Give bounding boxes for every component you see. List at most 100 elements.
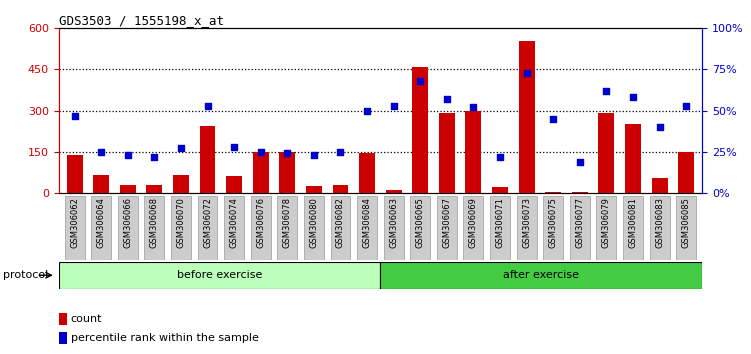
Point bbox=[95, 149, 107, 155]
Text: GSM306074: GSM306074 bbox=[230, 197, 239, 247]
Point bbox=[627, 95, 639, 100]
FancyBboxPatch shape bbox=[384, 196, 403, 259]
Text: GSM306073: GSM306073 bbox=[522, 197, 531, 248]
Text: protocol: protocol bbox=[3, 270, 48, 280]
Bar bbox=[253, 152, 269, 193]
Text: GSM306083: GSM306083 bbox=[655, 197, 664, 248]
Text: GSM306075: GSM306075 bbox=[549, 197, 558, 247]
FancyBboxPatch shape bbox=[304, 196, 324, 259]
Text: GSM306068: GSM306068 bbox=[149, 197, 158, 248]
Text: GSM306062: GSM306062 bbox=[70, 197, 79, 247]
Point bbox=[228, 144, 240, 150]
FancyBboxPatch shape bbox=[437, 196, 457, 259]
Point bbox=[415, 78, 427, 84]
FancyBboxPatch shape bbox=[543, 196, 563, 259]
Text: before exercise: before exercise bbox=[176, 270, 262, 280]
Bar bbox=[359, 153, 375, 193]
Bar bbox=[59, 332, 67, 344]
Text: percentile rank within the sample: percentile rank within the sample bbox=[71, 333, 258, 343]
FancyBboxPatch shape bbox=[463, 196, 484, 259]
Bar bbox=[333, 185, 348, 193]
Text: GSM306067: GSM306067 bbox=[442, 197, 451, 248]
Text: GSM306080: GSM306080 bbox=[309, 197, 318, 247]
Bar bbox=[67, 154, 83, 193]
Point bbox=[388, 103, 400, 109]
Point bbox=[574, 159, 586, 165]
Text: count: count bbox=[71, 314, 102, 324]
Bar bbox=[59, 262, 381, 289]
FancyBboxPatch shape bbox=[144, 196, 164, 259]
FancyBboxPatch shape bbox=[570, 196, 590, 259]
Bar bbox=[439, 113, 455, 193]
FancyBboxPatch shape bbox=[596, 196, 617, 259]
Point bbox=[441, 96, 453, 102]
FancyBboxPatch shape bbox=[517, 196, 537, 259]
Text: GSM306071: GSM306071 bbox=[496, 197, 505, 247]
Point bbox=[148, 154, 160, 160]
Bar bbox=[652, 178, 668, 193]
FancyBboxPatch shape bbox=[650, 196, 670, 259]
Bar bbox=[226, 177, 242, 193]
Text: GSM306065: GSM306065 bbox=[416, 197, 425, 247]
Text: GSM306081: GSM306081 bbox=[629, 197, 638, 247]
FancyBboxPatch shape bbox=[490, 196, 510, 259]
Bar bbox=[146, 185, 162, 193]
FancyBboxPatch shape bbox=[357, 196, 377, 259]
Bar bbox=[466, 111, 481, 193]
Bar bbox=[412, 67, 428, 193]
FancyBboxPatch shape bbox=[251, 196, 270, 259]
Point bbox=[653, 124, 665, 130]
Point bbox=[361, 108, 373, 114]
Text: GSM306069: GSM306069 bbox=[469, 197, 478, 247]
FancyBboxPatch shape bbox=[171, 196, 191, 259]
FancyBboxPatch shape bbox=[330, 196, 351, 259]
Point bbox=[601, 88, 613, 94]
Text: GSM306077: GSM306077 bbox=[575, 197, 584, 248]
FancyBboxPatch shape bbox=[198, 196, 218, 259]
Point bbox=[68, 113, 80, 118]
Text: GSM306085: GSM306085 bbox=[682, 197, 691, 247]
Point bbox=[520, 70, 532, 76]
Text: GSM306082: GSM306082 bbox=[336, 197, 345, 247]
Point bbox=[680, 103, 692, 109]
Bar bbox=[306, 186, 322, 193]
Text: GSM306063: GSM306063 bbox=[389, 197, 398, 248]
Bar bbox=[59, 313, 67, 325]
Point bbox=[201, 103, 213, 109]
Bar bbox=[173, 175, 189, 193]
Bar bbox=[519, 41, 535, 193]
Bar bbox=[492, 188, 508, 193]
Bar bbox=[625, 124, 641, 193]
Text: GSM306078: GSM306078 bbox=[283, 197, 292, 248]
Bar bbox=[93, 175, 109, 193]
Point bbox=[122, 152, 134, 158]
Point bbox=[282, 150, 294, 156]
Point bbox=[175, 145, 187, 151]
FancyBboxPatch shape bbox=[623, 196, 643, 259]
Bar bbox=[599, 113, 614, 193]
FancyBboxPatch shape bbox=[410, 196, 430, 259]
Bar bbox=[386, 190, 402, 193]
FancyBboxPatch shape bbox=[118, 196, 137, 259]
FancyBboxPatch shape bbox=[65, 196, 85, 259]
FancyBboxPatch shape bbox=[277, 196, 297, 259]
Bar bbox=[678, 152, 694, 193]
Bar bbox=[545, 192, 561, 193]
Text: GSM306070: GSM306070 bbox=[176, 197, 185, 247]
Point bbox=[467, 104, 479, 110]
Text: after exercise: after exercise bbox=[503, 270, 579, 280]
Bar bbox=[279, 152, 295, 193]
Bar bbox=[119, 185, 136, 193]
Text: GSM306064: GSM306064 bbox=[97, 197, 106, 247]
Point bbox=[255, 149, 267, 155]
Bar bbox=[381, 262, 702, 289]
FancyBboxPatch shape bbox=[224, 196, 244, 259]
Text: GSM306066: GSM306066 bbox=[123, 197, 132, 248]
Point bbox=[494, 154, 506, 160]
Bar bbox=[200, 126, 216, 193]
Point bbox=[547, 116, 559, 122]
Point bbox=[308, 152, 320, 158]
Text: GSM306076: GSM306076 bbox=[256, 197, 265, 248]
Text: GSM306084: GSM306084 bbox=[363, 197, 372, 247]
Text: GSM306072: GSM306072 bbox=[203, 197, 212, 247]
